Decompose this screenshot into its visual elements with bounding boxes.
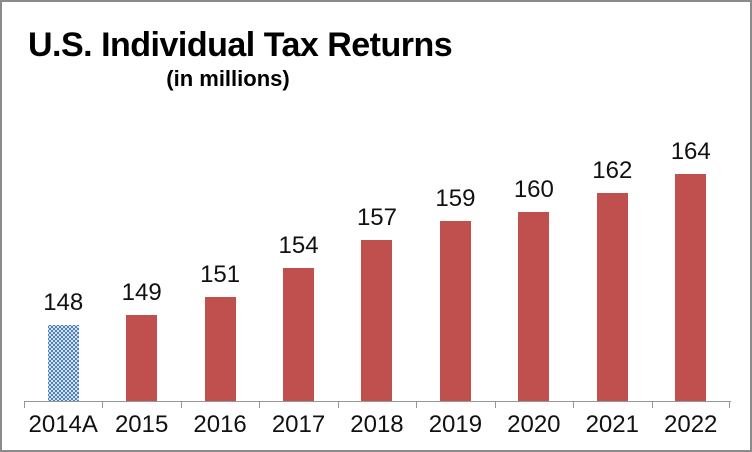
bar-group-2019: 159 bbox=[416, 130, 494, 402]
x-axis-label-2014A: 2014A bbox=[28, 411, 98, 438]
x-axis-labels: 2014A 2015 2016 2017 2018 2019 2020 2021 2022 bbox=[24, 411, 730, 438]
x-axis-tick bbox=[573, 401, 575, 408]
bar-2019 bbox=[439, 221, 471, 402]
bar-value-label: 148 bbox=[43, 288, 84, 316]
bar-value-label: 159 bbox=[435, 185, 476, 213]
x-axis-label-2016: 2016 bbox=[193, 411, 247, 438]
x-axis-tick bbox=[494, 401, 496, 408]
bar-value-label: 151 bbox=[200, 260, 241, 288]
bar-2018 bbox=[361, 240, 393, 402]
bar-2014A bbox=[47, 324, 79, 402]
x-axis-label-2018: 2018 bbox=[350, 411, 404, 438]
chart-title: U.S. Individual Tax Returns bbox=[28, 26, 453, 64]
bar-value-label: 149 bbox=[121, 279, 162, 307]
x-axis-tick bbox=[24, 401, 25, 408]
x-axis-label-2017: 2017 bbox=[271, 411, 326, 438]
x-axis-tick bbox=[729, 401, 730, 408]
bar-2022 bbox=[675, 174, 707, 402]
bar-value-label: 164 bbox=[670, 138, 711, 166]
x-axis-line bbox=[24, 401, 731, 402]
bar-2015 bbox=[126, 315, 158, 402]
plot-area: 148 149 151 154 157 159 160 162 164 bbox=[24, 130, 730, 402]
bar-group-2016: 151 bbox=[181, 130, 259, 402]
bar-2021 bbox=[596, 193, 628, 402]
bar-2016 bbox=[204, 296, 236, 402]
bar-group-2014A: 148 bbox=[24, 130, 102, 402]
x-axis-tick bbox=[259, 401, 261, 408]
x-axis-ticks bbox=[24, 401, 730, 408]
bar-group-2020: 160 bbox=[495, 130, 573, 402]
bar-group-2021: 162 bbox=[573, 130, 651, 402]
bar-2020 bbox=[518, 212, 550, 402]
bar-value-label: 162 bbox=[592, 157, 633, 185]
x-axis-label-2021: 2021 bbox=[585, 411, 639, 438]
bar-group-2017: 154 bbox=[259, 130, 337, 402]
x-axis-tick bbox=[651, 401, 653, 408]
bar-value-label: 157 bbox=[356, 204, 397, 232]
x-axis-label-2020: 2020 bbox=[507, 411, 561, 438]
bar-group-2018: 157 bbox=[338, 130, 416, 402]
bar-group-2022: 164 bbox=[652, 130, 730, 402]
x-axis-label-2022: 2022 bbox=[664, 411, 718, 438]
x-axis-tick bbox=[102, 401, 104, 408]
x-axis-label-2015: 2015 bbox=[114, 411, 169, 438]
chart-subtitle: (in millions) bbox=[166, 66, 290, 91]
bar-value-label: 160 bbox=[513, 176, 554, 203]
bar-2017 bbox=[283, 268, 315, 402]
x-axis-tick bbox=[416, 401, 418, 408]
bars-container: 148 149 151 154 157 159 160 162 164 bbox=[24, 130, 730, 402]
x-axis-tick bbox=[180, 401, 182, 408]
bar-group-2015: 149 bbox=[102, 130, 180, 402]
x-axis-label-2019: 2019 bbox=[428, 411, 483, 438]
bar-value-label: 154 bbox=[278, 232, 319, 260]
x-axis-tick bbox=[337, 401, 339, 408]
